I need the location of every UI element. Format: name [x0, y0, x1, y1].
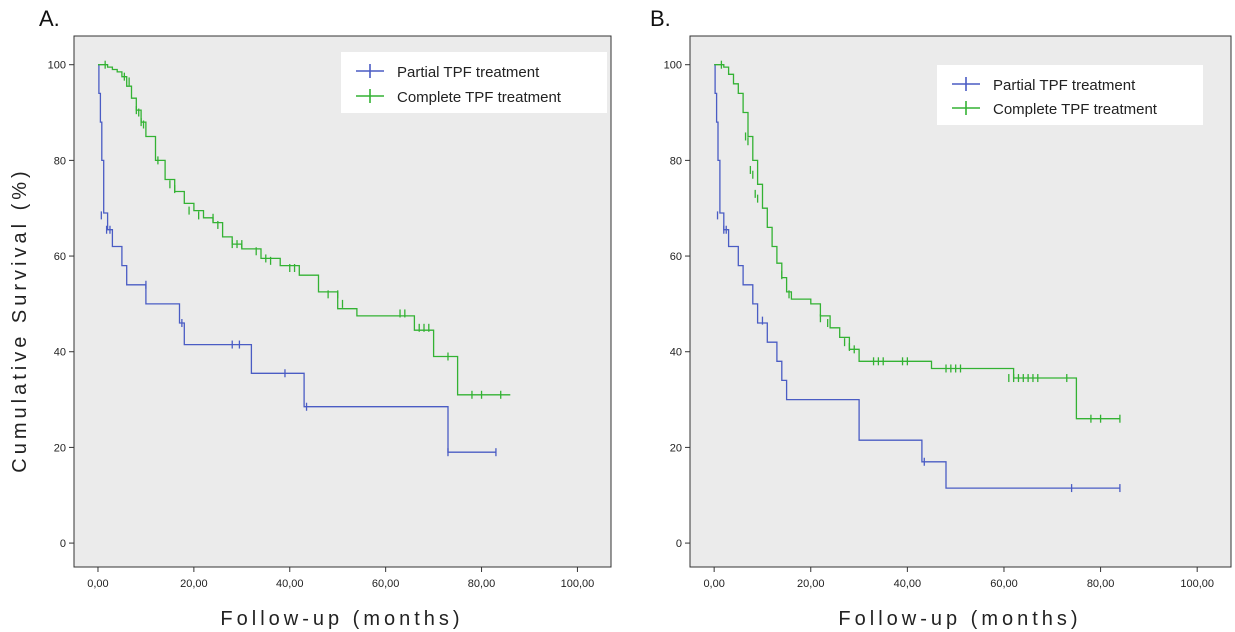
y-tick-label: 100 [48, 60, 66, 72]
legend-entry-complete: Complete TPF treatment [993, 101, 1158, 118]
x-tick-label: 100,00 [561, 578, 595, 590]
legend-entry-partial: Partial TPF treatment [397, 64, 540, 81]
x-tick-label: 80,00 [1087, 578, 1115, 590]
x-tick-label: 20,00 [180, 578, 208, 590]
y-tick-label: 100 [664, 60, 682, 72]
x-tick-label: 40,00 [894, 578, 922, 590]
x-tick-label: 0,00 [87, 578, 108, 590]
legend-box [937, 65, 1203, 125]
legend-a: Partial TPF treatment Complete TPF treat… [341, 52, 607, 113]
x-tick-label: 60,00 [990, 578, 1018, 590]
y-tick-label: 20 [670, 442, 682, 454]
y-tick-label: 20 [54, 442, 66, 454]
panel-a: A. 0,00 20,00 40,00 60,00 80,00 100,00 0 20 40 60… [39, 6, 612, 630]
panel-b: B. 0,00 20,00 40,00 60,00 80,00 100,00 0 20 40 60… [650, 6, 1232, 630]
x-axis-title-b: Follow-up (months) [838, 608, 1081, 630]
y-axis-title: Cumulative Survival (%) [9, 167, 31, 472]
legend-box [341, 52, 607, 113]
panel-b-label: B. [650, 6, 671, 31]
x-tick-label: 40,00 [276, 578, 304, 590]
x-tick-label: 0,00 [703, 578, 724, 590]
y-tick-label: 60 [670, 251, 682, 263]
y-tick-label: 80 [54, 155, 66, 167]
survival-curve-complete [98, 64, 511, 396]
y-tick-label: 80 [670, 155, 682, 167]
y-tick-label: 40 [670, 347, 682, 359]
legend-symbol-complete [356, 89, 384, 103]
legend-entry-complete: Complete TPF treatment [397, 89, 562, 106]
y-tick-label: 60 [54, 251, 66, 263]
axis-ticks-b: 0,00 20,00 40,00 60,00 80,00 100,00 0 20 40 60 80 1… [664, 60, 1214, 590]
axis-ticks-a: 0,00 20,00 40,00 60,00 80,00 100,00 0 20 40 60 80 1… [48, 60, 595, 590]
legend-symbol-partial [356, 64, 384, 78]
chart-marks-a [98, 60, 511, 457]
survival-curve-partial [98, 64, 496, 453]
y-tick-label: 40 [54, 347, 66, 359]
legend-symbol-complete [952, 101, 980, 115]
legend-b: Partial TPF treatment Complete TPF treat… [937, 65, 1203, 125]
legend-entry-partial: Partial TPF treatment [993, 77, 1136, 94]
panel-a-label: A. [39, 6, 60, 31]
y-tick-label: 0 [60, 538, 66, 550]
x-tick-label: 80,00 [468, 578, 496, 590]
legend-symbol-partial [952, 77, 980, 91]
y-tick-label: 0 [676, 538, 682, 550]
x-axis-title-a: Follow-up (months) [220, 608, 463, 630]
chart-marks-b [714, 60, 1121, 493]
x-tick-label: 20,00 [797, 578, 825, 590]
survival-curve-partial [714, 64, 1120, 489]
x-tick-label: 100,00 [1180, 578, 1214, 590]
x-tick-label: 60,00 [372, 578, 400, 590]
